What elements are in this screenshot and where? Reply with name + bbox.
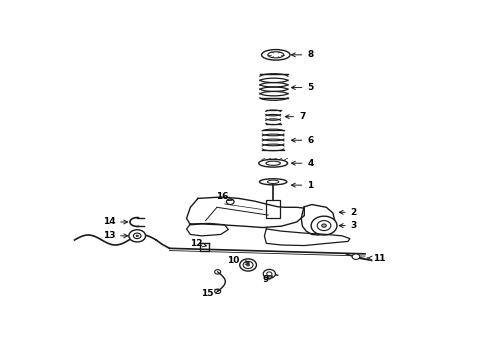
Circle shape [215,289,220,293]
Text: 13: 13 [103,231,127,240]
Polygon shape [265,229,350,246]
Text: 6: 6 [292,136,314,145]
Text: 10: 10 [227,256,249,265]
Ellipse shape [266,161,280,165]
Text: 15: 15 [200,289,219,298]
Text: 8: 8 [292,50,314,59]
Circle shape [317,221,331,231]
Polygon shape [187,223,228,236]
Text: 11: 11 [367,253,385,262]
Polygon shape [187,197,304,228]
Circle shape [311,216,337,235]
Text: 4: 4 [292,159,314,168]
Circle shape [352,254,360,260]
Text: 7: 7 [285,112,305,121]
Polygon shape [301,204,335,235]
Circle shape [129,230,146,242]
Circle shape [246,264,249,266]
Circle shape [267,272,272,276]
Bar [267,201,280,219]
Circle shape [263,269,275,278]
Circle shape [215,270,220,274]
Circle shape [226,199,234,204]
Text: 2: 2 [339,208,357,217]
Circle shape [322,224,326,227]
Ellipse shape [268,52,284,58]
Circle shape [240,259,256,271]
Ellipse shape [268,180,279,184]
Circle shape [133,233,141,239]
Text: 16: 16 [216,192,232,201]
Ellipse shape [260,179,287,185]
Circle shape [243,261,253,269]
Text: 14: 14 [102,217,127,226]
Circle shape [136,235,138,237]
Ellipse shape [259,159,288,167]
Text: 12: 12 [190,239,206,248]
Text: 9: 9 [263,275,272,284]
Text: 5: 5 [292,83,314,92]
Text: 1: 1 [292,181,314,190]
Text: 3: 3 [339,221,357,230]
Ellipse shape [262,50,290,60]
